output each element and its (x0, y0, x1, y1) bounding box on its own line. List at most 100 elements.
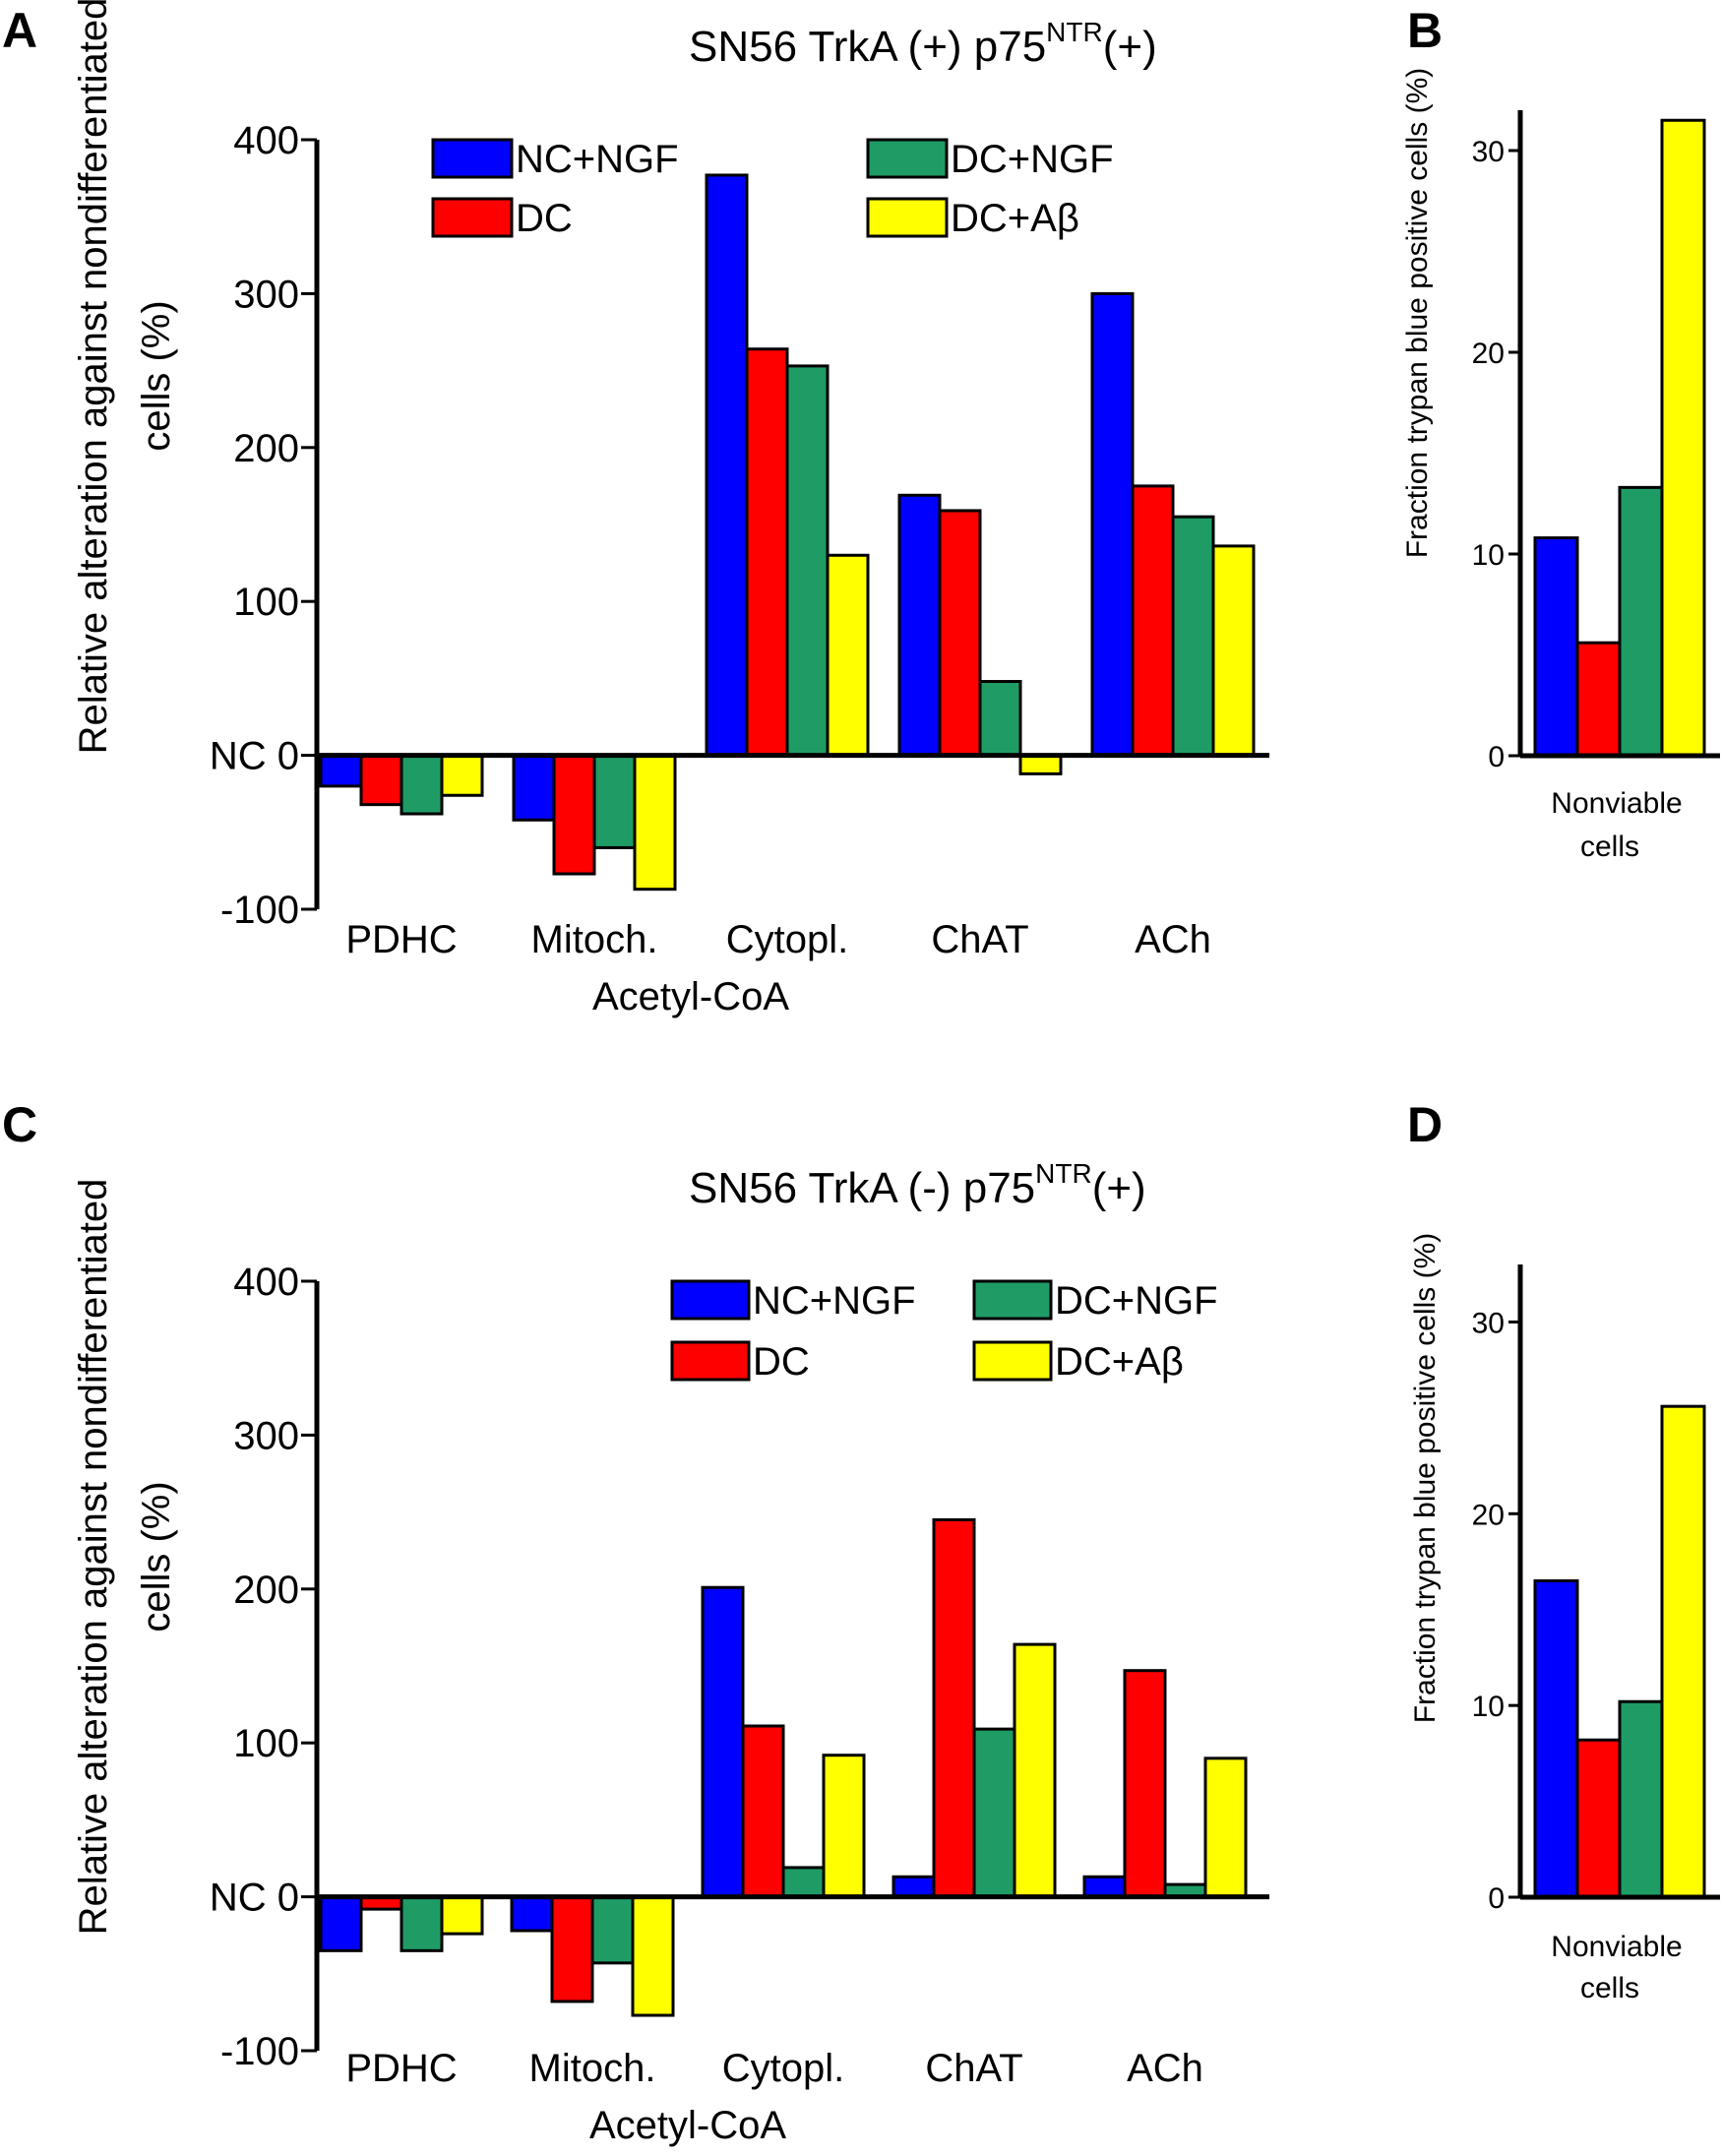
panel-c-title: SN56 TrkA (-) p75NTR(+) (689, 1158, 1146, 1212)
panel-letter-d: D (1407, 1097, 1443, 1152)
panel-a-bar-pdhc-nc-ngf (319, 754, 363, 788)
panel-letter-a: A (2, 3, 37, 58)
panel-c-y-axis-label: Relative alteration against nondifferent… (72, 1179, 115, 1936)
panel-a-legend-swatch-dc (431, 197, 514, 238)
panel-c-bars (319, 1517, 1248, 2017)
panel-c-legend-swatch-dc-ngf (972, 1279, 1053, 1321)
panel-d-bar-nc-ngf (1533, 1579, 1579, 1899)
panel-c-bar-ach-dc (1123, 1669, 1167, 1899)
panel-c-bar-pdhc-dc-ab (440, 1895, 484, 1936)
panel-d-y-tick-label: 0 (1488, 1882, 1505, 1915)
panel-a-bar-chat-dc-ngf (978, 680, 1022, 758)
panel-a-y-tick-label: 100 (233, 581, 299, 624)
panel-a-y-axis-label-unit: cells (%) (135, 300, 178, 451)
panel-a-bars (319, 173, 1256, 892)
panel-c-bar-chat-dc-ab (1013, 1642, 1057, 1899)
panel-d-bar-dc-ngf (1618, 1699, 1664, 1899)
panel-b-bar-dc (1575, 641, 1622, 758)
panel-a-legend-swatch-dc-ab (866, 197, 949, 238)
panel-a-legend-label-dc: DC (516, 197, 573, 240)
panel-c-legend-swatch-dc-ab (972, 1340, 1053, 1382)
panel-c-bar-mitoch-dc-ab (631, 1895, 675, 2017)
panel-d-bar-dc (1575, 1738, 1622, 1899)
panel-a-y-tick-label: 400 (233, 119, 299, 162)
panel-a-legend-swatch-nc-ngf (431, 138, 514, 179)
panel-c-y-tick-label: NC 0 (210, 1877, 299, 1920)
panel-c-category-label-chat: ChAT (925, 2047, 1022, 2090)
panel-c-bar-chat-dc (932, 1517, 976, 1899)
panel-c-bar-mitoch-nc-ngf (510, 1895, 554, 1933)
panel-d-y-tick-label: 30 (1472, 1307, 1505, 1339)
panel-c-y-tick-label: 400 (233, 1261, 299, 1304)
panel-c-bar-cytopl-dc-ab (822, 1754, 866, 1899)
panel-c-category-label-mitoch: Mitoch. (529, 2047, 656, 2090)
panel-d-category-label-line2: cells (1580, 1972, 1639, 2004)
panel-a-bar-ach-dc-ngf (1171, 515, 1215, 758)
panel-c-bar-ach-nc-ngf (1082, 1875, 1127, 1899)
panel-d-bar-dc-ab (1660, 1404, 1706, 1899)
panel-a-bar-chat-nc-ngf (897, 493, 942, 758)
panel-c-bar-chat-nc-ngf (892, 1875, 936, 1899)
panel-b-y-axis-label: Fraction trypan blue positive cells (%) (1401, 68, 1434, 559)
panel-a-legend-swatch-dc-ngf (866, 138, 949, 179)
panel-a-bar-chat-dc-ab (1018, 754, 1063, 775)
panel-c-legend-swatch-dc (670, 1340, 751, 1382)
panel-c-bar-pdhc-dc-ngf (400, 1895, 444, 1952)
panel-d-axes (1517, 1264, 1720, 1900)
panel-c: C SN56 TrkA (-) p75NTR(+) Relative alter… (2, 1097, 1269, 2147)
panel-b-y-tick-label: 20 (1472, 338, 1505, 370)
panel-c-y-tick-label: 300 (233, 1414, 299, 1457)
panel-c-legend: NC+NGF DC+NGF DC DC+Aβ (670, 1279, 1218, 1384)
panel-b-axes (1517, 110, 1720, 759)
panel-a-bar-ach-nc-ngf (1090, 291, 1135, 758)
panel-b-category-label: Nonviable (1551, 787, 1682, 820)
panel-a-y-ticks: 400 300 200 100 NC 0 -100 (210, 119, 317, 932)
panel-b-y-tick-label: 0 (1488, 741, 1505, 773)
panel-a-bar-pdhc-dc (359, 754, 403, 807)
panel-b-y-ticks: 30 20 10 0 (1472, 136, 1520, 773)
panel-c-y-tick-label: 100 (233, 1722, 299, 1765)
panel-letter-c: C (2, 1097, 37, 1152)
panel-b-bar-dc-ab (1660, 118, 1706, 758)
panel-b-bars (1533, 118, 1706, 758)
panel-c-bar-ach-dc-ab (1203, 1756, 1248, 1899)
panel-letter-b: B (1407, 3, 1443, 58)
panel-d: D Fraction trypan blue positive cells (%… (1407, 1097, 1720, 2004)
panel-c-bar-chat-dc-ngf (972, 1727, 1016, 1899)
panel-a-legend-label-dc-ngf: DC+NGF (951, 138, 1114, 181)
panel-a-category-label-cytopl: Cytopl. (726, 918, 849, 961)
panel-a-bar-mitoch-dc-ngf (592, 754, 637, 849)
panel-a-category-label-mitoch: Mitoch. (531, 918, 658, 961)
panel-a-legend-label-nc-ngf: NC+NGF (516, 138, 679, 181)
panel-b-category-label-line2: cells (1580, 831, 1639, 863)
panel-d-category-label: Nonviable (1551, 1931, 1682, 1963)
panel-c-category-label-ach: ACh (1127, 2047, 1203, 2090)
panel-a-y-tick-label: 300 (233, 273, 299, 316)
panel-c-categories: PDHC Mitoch. Cytopl. ChAT ACh Acetyl-CoA (345, 2047, 1203, 2147)
panel-c-category-label-pdhc: PDHC (345, 2047, 457, 2090)
panel-b-bar-nc-ngf (1533, 536, 1579, 758)
panel-c-y-axis-label-unit: cells (%) (135, 1481, 178, 1632)
panel-a-bar-ach-dc (1131, 484, 1175, 758)
panel-c-y-tick-label: 200 (233, 1569, 299, 1612)
panel-c-y-tick-label: -100 (220, 2030, 299, 2073)
panel-a-bar-chat-dc (938, 509, 982, 758)
panel-d-y-tick-label: 10 (1472, 1691, 1505, 1723)
panel-d-bars (1533, 1404, 1706, 1899)
panel-d-y-axis-label: Fraction trypan blue positive cells (%) (1409, 1233, 1442, 1724)
panel-c-bar-pdhc-nc-ngf (319, 1895, 363, 1952)
panel-a-axes (314, 140, 1269, 909)
panel-a-categories: PDHC Mitoch. Cytopl. ChAT ACh Acetyl-CoA (345, 918, 1211, 1018)
panel-d-y-tick-label: 20 (1472, 1499, 1505, 1531)
panel-a-category-label-ach: ACh (1135, 918, 1211, 961)
panel-d-y-ticks: 30 20 10 0 (1472, 1307, 1520, 1915)
panel-a-y-tick-label: -100 (220, 889, 299, 932)
panel-c-legend-label-dc-ngf: DC+NGF (1055, 1279, 1218, 1323)
panel-a-bar-cytopl-dc (745, 347, 789, 758)
panel-b-y-tick-label: 10 (1472, 539, 1505, 572)
panel-a-category-group-label: Acetyl-CoA (592, 975, 789, 1018)
panel-a-bar-mitoch-dc-ab (633, 754, 677, 892)
panel-a-legend-label-dc-ab: DC+Aβ (951, 197, 1079, 240)
panel-c-axes (314, 1281, 1269, 2051)
